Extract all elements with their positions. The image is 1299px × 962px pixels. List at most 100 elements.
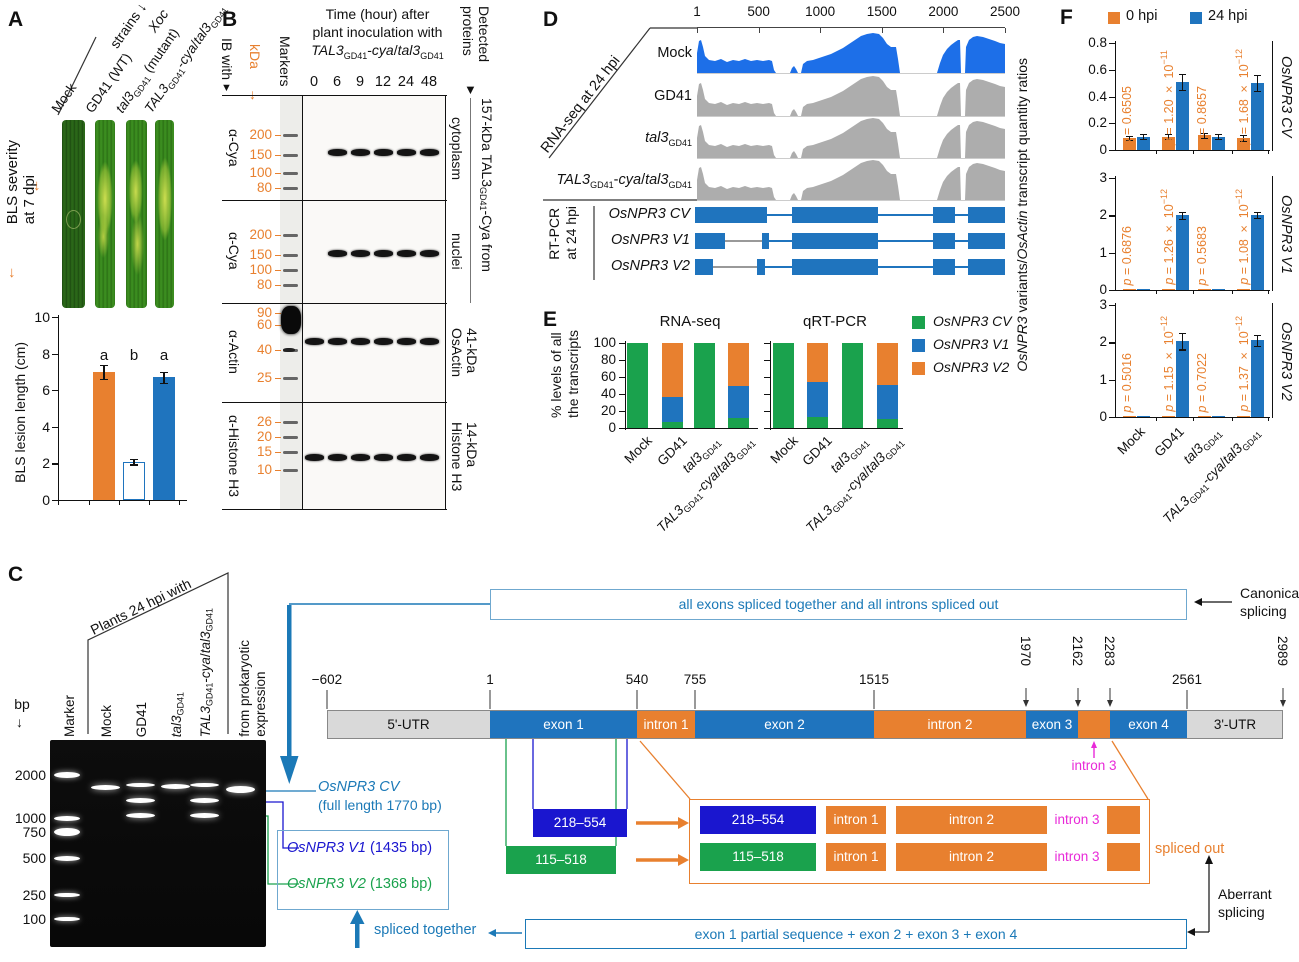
c-splicedout-intron1: intron 1	[826, 843, 886, 871]
e-ytick-label: 40	[600, 386, 616, 401]
f-xtick	[1232, 150, 1234, 154]
c-utr-segment: 3'-UTR	[1187, 710, 1283, 739]
c-structure-border	[327, 710, 1283, 739]
f-bar-0hpi	[1123, 415, 1136, 417]
c-orange-arrowhead	[678, 854, 689, 866]
aberrant-label-line1: Aberrant	[1218, 886, 1272, 902]
f-pvalue-label: p = 1.37 × 10−12	[1234, 316, 1252, 412]
f-errorbar-line	[1256, 211, 1259, 218]
b-time-label: 12	[374, 74, 392, 90]
f-pvalue-label: p = 1.26 × 10−12	[1159, 189, 1177, 285]
e-title-rnaseq: RNA-seq	[659, 313, 721, 330]
b-protein-band	[327, 149, 347, 156]
b-protein-band	[373, 250, 393, 257]
f-ytick-label: 1	[1099, 371, 1107, 387]
d-intron-line	[765, 266, 792, 268]
f-ytick	[1109, 290, 1115, 292]
range-218-554-box: 218–554	[533, 809, 627, 837]
c-intron-segment: intron 1	[637, 710, 695, 739]
c-coordinate-label: 2561	[1171, 672, 1203, 687]
b-marker-band	[283, 172, 298, 175]
e-ytick	[619, 343, 625, 345]
b-kda-value: 25	[256, 370, 272, 385]
f-yaxis	[1115, 303, 1117, 418]
f-errorbar-line	[1203, 132, 1206, 138]
b-detected-protein-label: cytoplasm	[449, 116, 465, 180]
down-arrow-icon: ↓	[8, 264, 16, 281]
mock-inoculation-ring	[66, 210, 81, 229]
f-errorbar-line	[1181, 211, 1184, 220]
a-xaxis	[58, 500, 187, 502]
a-xtick	[89, 500, 91, 505]
c-aberrant-arrowhead-up	[1205, 855, 1213, 864]
b-kda-value: 200	[249, 127, 272, 142]
b-protein-band	[327, 454, 347, 461]
f-pvalue-label: p = 1.68 × 10−12	[1234, 49, 1252, 145]
c-coordinate-label-rotated: 1970	[1018, 636, 1033, 667]
b-kda-value: 100	[249, 262, 272, 277]
a-ytick	[52, 390, 58, 392]
f-errorbar-cap	[1126, 139, 1133, 142]
d-axis-tick	[943, 28, 945, 33]
b-kda-value: 26	[256, 414, 272, 429]
b-row-separator	[222, 200, 447, 202]
d-gene-model-label: OsNPR3 V2	[611, 258, 690, 274]
d-diagonal-line	[548, 27, 651, 159]
e-ytick	[764, 411, 770, 413]
aberrant-splicing-box: exon 1 partial sequence + exon 2 + exon …	[525, 919, 1187, 949]
f-bar-0hpi	[1198, 288, 1211, 290]
f-errorbar-cap	[1240, 140, 1247, 142]
d-axis-tick-label: 1500	[866, 4, 897, 19]
c-coordinate-label-rotated: 2283	[1102, 636, 1117, 667]
e-yaxis	[625, 341, 627, 430]
e-stack-segment	[694, 343, 715, 428]
rice-leaf-image	[155, 120, 174, 308]
canonical-splicing-box: all exons spliced together and all intro…	[490, 589, 1187, 620]
f-ytick-label: 0.6	[1088, 61, 1107, 77]
rice-leaf-image	[95, 120, 115, 308]
c-lane-label: from prokaryotic expression	[237, 640, 268, 737]
c-gel-band	[126, 812, 155, 818]
c-intron-segment	[1078, 710, 1110, 739]
f-ytick	[1109, 43, 1115, 45]
d-coverage-shape	[697, 33, 1005, 73]
d-track-label: tal3GD41	[645, 130, 692, 148]
f-ytick	[1109, 150, 1115, 152]
f-ytick-label: 0	[1099, 282, 1107, 297]
f-subplot-label: OsNPR3 V1	[1278, 194, 1294, 274]
f-ytick	[1109, 69, 1115, 71]
c-coordinate-label-rotated: 2989	[1275, 636, 1290, 667]
f-subplot-label: OsNPR3 CV	[1278, 56, 1294, 138]
b-antibody-label: α-Cya	[226, 232, 242, 270]
c-coordinate-label: 755	[683, 672, 707, 687]
c-gel-band	[126, 797, 155, 803]
d-axis-tick-label: 1	[693, 4, 701, 19]
a-ytick	[52, 500, 58, 502]
bp-label: bp	[14, 696, 30, 712]
f-right-border	[1272, 303, 1274, 418]
f-ylabel: OsNPR3 variants/OsActin transcript quant…	[1014, 58, 1030, 372]
a-errorbar-cap	[160, 382, 168, 385]
markers-label: Markers	[277, 36, 293, 87]
spliced-together-label: spliced together	[374, 922, 477, 938]
f-xtick	[1268, 290, 1270, 294]
f-errorbar-cap	[1215, 139, 1222, 141]
f-ytick	[1109, 96, 1115, 98]
b-marker-band	[283, 377, 298, 380]
b-detected-protein-label: nuclei	[449, 232, 465, 270]
f-xtick	[1193, 290, 1195, 294]
f-errorbar-cap	[1126, 135, 1133, 138]
a-ytick	[52, 317, 58, 319]
e-stack-segment	[728, 343, 749, 386]
f-bar-24hpi	[1176, 81, 1189, 150]
a-ytick	[52, 426, 58, 429]
f-ytick	[1109, 215, 1115, 217]
d-coverage-track	[697, 118, 1005, 158]
b-protein-band	[350, 338, 370, 345]
d-track-baseline	[697, 73, 1005, 74]
c-bp-label: 1000	[14, 810, 46, 826]
b-kda-value: 10	[256, 462, 272, 477]
c-lane-label: Marker	[62, 695, 77, 738]
f-ytick-label: 3	[1099, 170, 1107, 185]
d-track-label: TAL3GD41-cya/tal3GD41	[556, 172, 692, 190]
